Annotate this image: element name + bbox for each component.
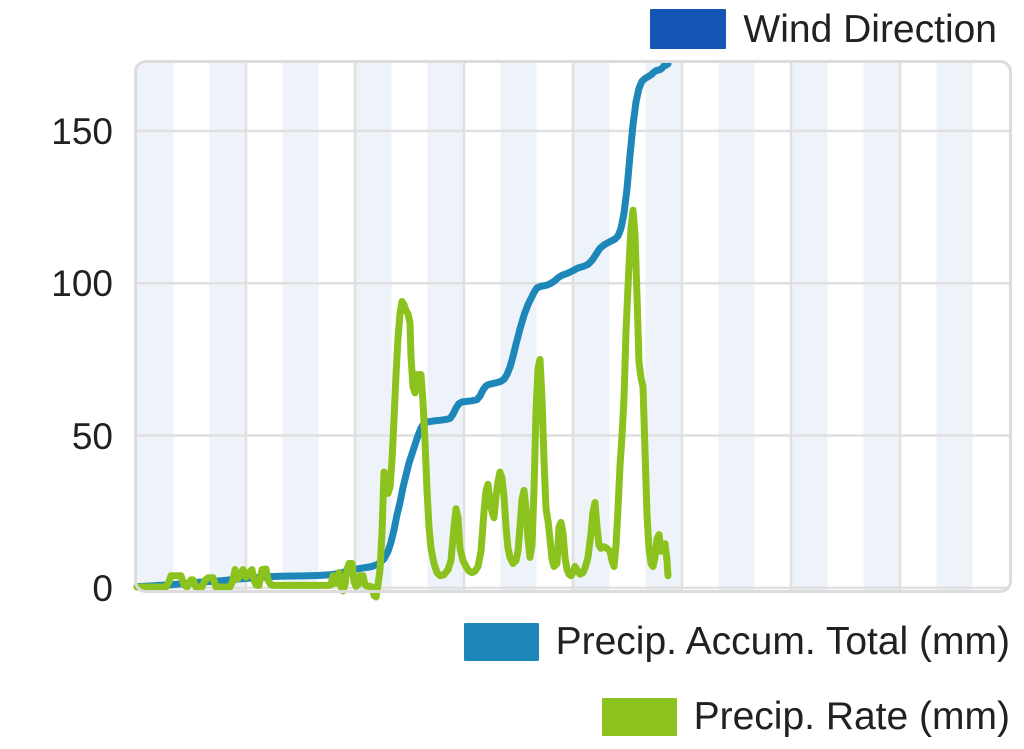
y-tick-label-150: 150 [51, 110, 113, 152]
y-tick-label-0: 0 [92, 567, 113, 609]
legend-wind-direction[interactable]: Wind Direction [650, 9, 997, 49]
wind-direction-swatch [650, 9, 727, 49]
chart-lines-svg [133, 60, 1009, 601]
plot-area [133, 60, 1009, 601]
precip-rate-label: Precip. Rate (mm) [693, 695, 1010, 738]
wind-direction-label: Wind Direction [743, 7, 997, 51]
precip-accum-label: Precip. Accum. Total (mm) [555, 620, 1010, 663]
precip-rate-swatch [601, 697, 677, 736]
series-line-precip-rate [133, 206, 672, 601]
precip-accum-swatch [463, 622, 539, 661]
legend-precip-rate[interactable]: Precip. Rate (mm) [601, 695, 1010, 738]
legend-precip-accum-total[interactable]: Precip. Accum. Total (mm) [463, 620, 1010, 663]
y-tick-label-50: 50 [71, 415, 113, 457]
y-tick-label-100: 100 [51, 263, 113, 305]
